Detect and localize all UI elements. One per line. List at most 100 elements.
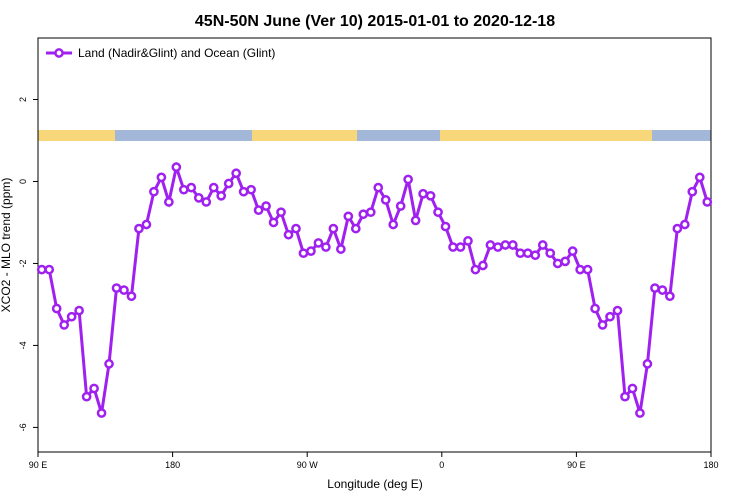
data-point [418, 188, 428, 199]
data-point [298, 248, 309, 259]
data-point [223, 178, 234, 189]
data-point [567, 246, 578, 256]
data-point [283, 229, 294, 240]
data-point [665, 291, 675, 302]
data-point [186, 182, 197, 193]
data-point [104, 359, 114, 369]
data-point [679, 219, 690, 230]
land-ocean-strip [38, 130, 711, 141]
y-tick-label: -4 [18, 341, 28, 349]
data-point [388, 219, 399, 230]
data-point [358, 209, 369, 220]
data-point [650, 283, 660, 293]
data-point [119, 285, 129, 295]
chart-title: 45N-50N June (Ver 10) 2015-01-01 to 2020… [195, 13, 555, 30]
data-point [141, 219, 152, 230]
data-point [81, 391, 92, 402]
data-point [395, 201, 406, 211]
data-point [328, 223, 339, 234]
data-point [350, 223, 361, 234]
data-point [403, 174, 413, 185]
x-axis-label: Longitude (deg E) [327, 477, 422, 491]
data-point [193, 193, 204, 203]
y-tick-label: 2 [18, 97, 28, 102]
x-tick-label: 90 E [567, 460, 586, 470]
data-point [687, 186, 698, 197]
data-point [373, 182, 384, 193]
plot-frame [37, 37, 712, 453]
data-point [321, 242, 331, 252]
data-point [336, 244, 346, 254]
data-point [36, 264, 47, 275]
data-point [268, 217, 279, 228]
data-point [493, 242, 503, 252]
data-point [612, 305, 623, 316]
data-point [575, 264, 585, 275]
data-point [111, 283, 122, 293]
data-point [126, 291, 137, 302]
y-tick-label: -6 [18, 423, 28, 431]
data-point [313, 238, 324, 248]
data-point [597, 320, 608, 330]
x-tick-label: 90 E [29, 460, 48, 470]
data-point [485, 240, 496, 250]
data-point [216, 190, 227, 201]
data-point [455, 242, 466, 252]
data-point [545, 248, 556, 259]
y-tick-label: -2 [18, 259, 28, 267]
data-point [96, 408, 107, 418]
data-point [246, 184, 256, 195]
legend-label: Land (Nadir&Glint) and Ocean (Glint) [78, 46, 275, 60]
data-point [500, 240, 511, 250]
data-point [156, 172, 167, 183]
data-point [89, 383, 99, 394]
data-point [51, 303, 62, 314]
data-point [365, 207, 376, 218]
data-point [410, 215, 421, 226]
y-axis-label: XCO2 - MLO trend (ppm) [0, 178, 13, 313]
data-point [522, 248, 533, 259]
data-point [694, 172, 705, 183]
data-point [537, 240, 548, 250]
data-point [306, 246, 316, 256]
data-point [164, 197, 174, 207]
data-point [74, 305, 84, 316]
x-tick-label: 180 [703, 460, 718, 470]
data-point [702, 197, 713, 207]
data-point [261, 201, 271, 211]
data-point [253, 205, 264, 216]
data-point [238, 186, 249, 197]
data-point [470, 264, 481, 275]
data-point [620, 391, 630, 402]
data-point [605, 311, 615, 322]
data-point [171, 162, 182, 172]
data-point [672, 223, 683, 234]
data-point [291, 223, 301, 234]
data-point [590, 303, 600, 314]
data-point [208, 182, 219, 193]
x-tick-label: 90 W [297, 460, 319, 470]
data-point [201, 197, 212, 207]
data-point [552, 258, 563, 269]
data-point [582, 264, 593, 275]
data-point [276, 207, 286, 218]
data-point [530, 250, 541, 261]
data-point [149, 186, 159, 197]
data-point [343, 211, 354, 222]
series-line [41, 161, 709, 414]
data-point [44, 264, 55, 275]
data-point [134, 223, 144, 234]
data-point [560, 256, 571, 267]
data-point [448, 242, 458, 252]
data-point [231, 168, 242, 179]
data-point [178, 184, 189, 195]
data-point [59, 320, 70, 330]
data-point [642, 359, 653, 369]
x-tick-label: 180 [165, 460, 180, 470]
y-tick-label: 0 [18, 179, 28, 184]
data-point [66, 311, 77, 322]
data-point [478, 260, 488, 271]
data-point [627, 383, 638, 394]
x-tick-label: 0 [439, 460, 444, 470]
data-point [433, 207, 443, 218]
